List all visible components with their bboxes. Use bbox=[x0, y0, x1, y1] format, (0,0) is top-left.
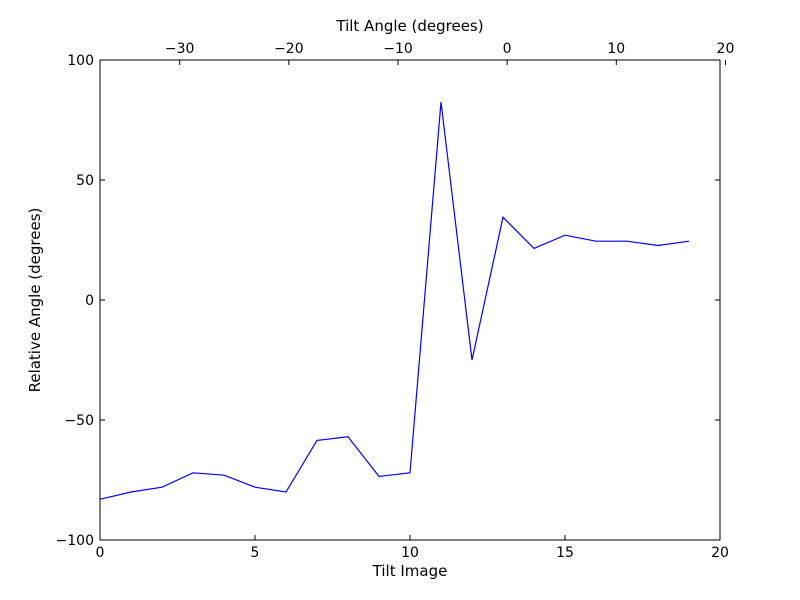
top-x-tick-label: 20 bbox=[717, 41, 735, 57]
x-tick-label: 15 bbox=[556, 545, 574, 561]
series-line bbox=[99, 101, 690, 500]
x-tick-label: 0 bbox=[96, 545, 105, 561]
top-x-tick-label: −10 bbox=[383, 41, 413, 57]
x-tick-label: 5 bbox=[251, 545, 260, 561]
ticks-layer bbox=[99, 59, 726, 541]
y-tick-label: −50 bbox=[64, 413, 94, 429]
y-axis-title: Relative Angle (degrees) bbox=[26, 208, 44, 393]
top-x-tick-label: −30 bbox=[165, 41, 195, 57]
top-x-tick-label: 10 bbox=[607, 41, 625, 57]
top-x-tick-label: −20 bbox=[274, 41, 304, 57]
y-tick-label: 50 bbox=[76, 173, 94, 189]
x-tick-label: 20 bbox=[711, 545, 729, 561]
plot-frame bbox=[99, 59, 721, 541]
y-tick-label: 100 bbox=[67, 53, 94, 69]
top-x-axis-title: Tilt Angle (degrees) bbox=[335, 17, 483, 35]
series-layer bbox=[99, 101, 690, 500]
x-axis-title: Tilt Image bbox=[372, 562, 448, 580]
y-tick-label: 0 bbox=[85, 293, 94, 309]
x-tick-label: 10 bbox=[401, 545, 419, 561]
y-tick-label: −100 bbox=[56, 533, 94, 549]
top-x-tick-label: 0 bbox=[503, 41, 512, 57]
